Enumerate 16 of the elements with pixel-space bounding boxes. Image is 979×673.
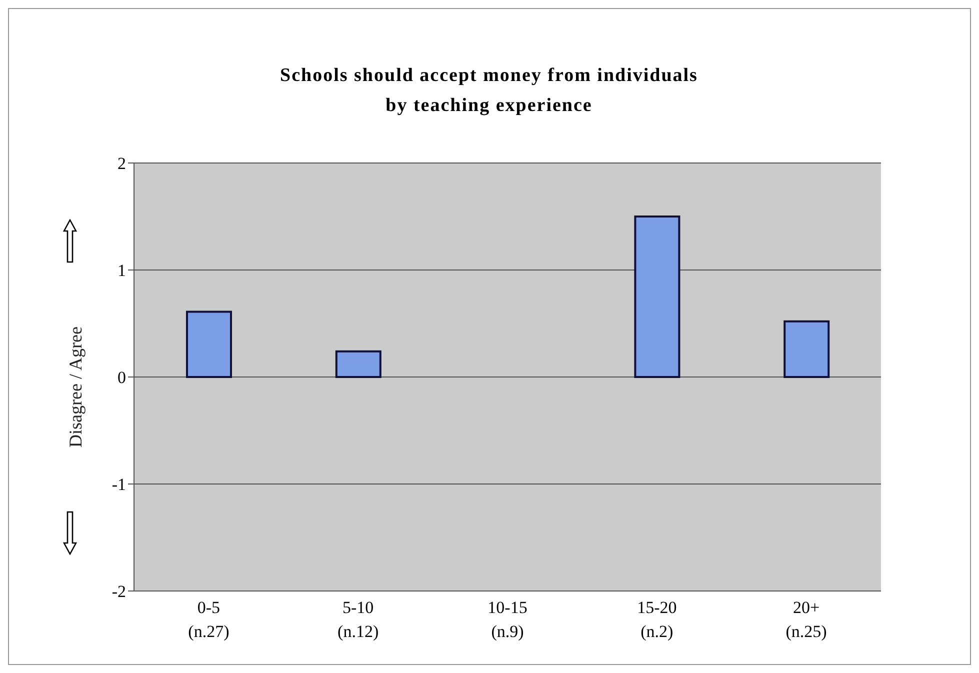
- x-tick-label: 20+ (n.25): [786, 598, 827, 641]
- bar: [784, 320, 830, 378]
- x-tick-label: 5-10 (n.12): [338, 598, 379, 641]
- chart-title: Schools should accept money from individuals by teaching experience: [279, 64, 699, 118]
- y-tick-label: -1: [112, 475, 126, 494]
- x-tick-label: 0-5 (n.27): [188, 598, 230, 641]
- bar: [335, 350, 382, 378]
- y-tick-label: 2: [118, 154, 126, 174]
- y-tick-label: 0: [118, 368, 126, 388]
- x-tick-label: 15-20 (n.2): [637, 598, 677, 641]
- bar: [634, 216, 680, 378]
- y-tick-label: -2: [112, 582, 126, 602]
- bar: [186, 310, 232, 378]
- y-axis-title: Disagree / Agree: [66, 326, 86, 448]
- y-tick-label: 1: [118, 261, 126, 280]
- x-tick-label: 10-15 (n.9): [488, 598, 528, 641]
